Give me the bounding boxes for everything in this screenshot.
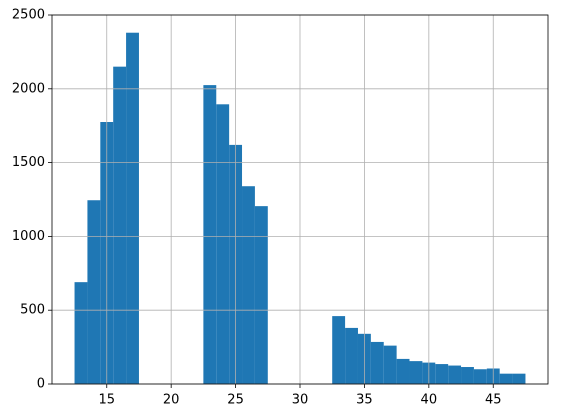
bar (87, 200, 101, 384)
x-tick-label: 40 (421, 393, 438, 408)
bar (383, 345, 397, 384)
bar (499, 373, 513, 384)
x-tick-label: 30 (292, 393, 309, 408)
bar (216, 104, 230, 384)
x-tick-label: 25 (227, 393, 244, 408)
bar (396, 358, 410, 384)
y-tick-label: 2000 (12, 81, 45, 96)
x-tick-label: 45 (485, 393, 502, 408)
y-tick-label: 2500 (12, 8, 45, 23)
x-tick-label: 20 (163, 393, 180, 408)
bar (113, 66, 127, 384)
y-tick-label: 1000 (12, 229, 45, 244)
bar (448, 365, 462, 384)
y-tick-label: 500 (20, 303, 45, 318)
plot-frame (51, 14, 549, 385)
bar (242, 186, 255, 384)
bar (126, 32, 139, 384)
bar (409, 361, 423, 384)
bar (203, 85, 217, 385)
y-tick-label: 1500 (12, 155, 45, 170)
bar (461, 367, 474, 384)
bar (345, 327, 358, 384)
x-tick-label: 35 (356, 393, 373, 408)
bar (512, 373, 526, 384)
y-tick-label: 0 (37, 377, 45, 392)
x-tick-label: 15 (98, 393, 115, 408)
bar (473, 369, 487, 384)
bar (254, 206, 268, 384)
bar (332, 316, 346, 384)
bar (370, 341, 384, 384)
bar (435, 364, 449, 384)
bar (74, 282, 88, 384)
